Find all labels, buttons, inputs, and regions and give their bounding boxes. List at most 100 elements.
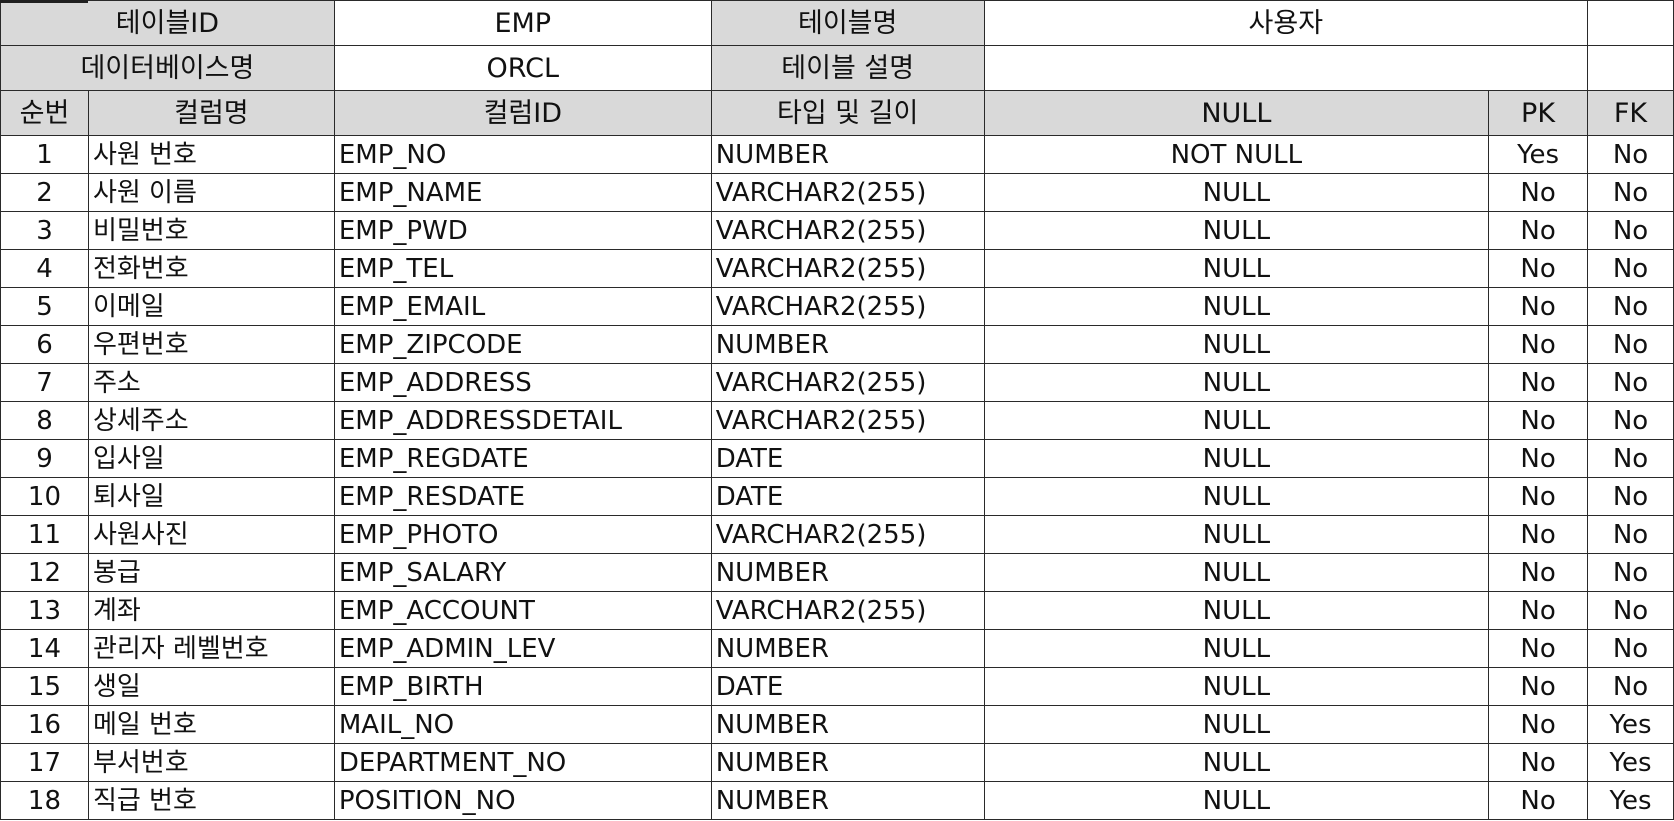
row-null[interactable]: NULL (983, 363, 1490, 402)
row-col-name[interactable]: 사원사진 (87, 515, 335, 554)
row-fk[interactable]: No (1587, 515, 1674, 554)
row-seq[interactable]: 10 (0, 477, 89, 516)
row-fk[interactable]: No (1587, 439, 1674, 478)
row-col-name[interactable]: 전화번호 (87, 249, 335, 288)
row-type-len[interactable]: VARCHAR2(255) (710, 363, 985, 402)
row-col-name[interactable]: 계좌 (87, 591, 335, 630)
row-col-id[interactable]: EMP_ACCOUNT (333, 591, 712, 630)
row-pk[interactable]: No (1488, 781, 1589, 820)
row-fk[interactable]: No (1587, 553, 1674, 592)
row-null[interactable]: NULL (983, 781, 1490, 820)
row-type-len[interactable]: VARCHAR2(255) (710, 249, 985, 288)
row-col-id[interactable]: EMP_BIRTH (333, 667, 712, 706)
row-col-name[interactable]: 상세주소 (87, 401, 335, 440)
row-seq[interactable]: 1 (0, 135, 89, 174)
row-seq[interactable]: 13 (0, 591, 89, 630)
row-null[interactable]: NOT NULL (983, 135, 1490, 174)
row-seq[interactable]: 9 (0, 439, 89, 478)
row-seq[interactable]: 5 (0, 287, 89, 326)
row-seq[interactable]: 15 (0, 667, 89, 706)
table-desc-value[interactable] (983, 45, 1589, 91)
row-col-name[interactable]: 비밀번호 (87, 211, 335, 250)
row-seq[interactable]: 2 (0, 173, 89, 212)
row-pk[interactable]: No (1488, 363, 1589, 402)
row-fk[interactable]: No (1587, 211, 1674, 250)
row-fk[interactable]: Yes (1587, 743, 1674, 782)
row-type-len[interactable]: VARCHAR2(255) (710, 591, 985, 630)
row-fk[interactable]: Yes (1587, 781, 1674, 820)
row-null[interactable]: NULL (983, 173, 1490, 212)
row-seq[interactable]: 17 (0, 743, 89, 782)
row-type-len[interactable]: VARCHAR2(255) (710, 211, 985, 250)
row-null[interactable]: NULL (983, 211, 1490, 250)
row-col-id[interactable]: MAIL_NO (333, 705, 712, 744)
row-null[interactable]: NULL (983, 439, 1490, 478)
row-fk[interactable]: No (1587, 591, 1674, 630)
empty-meta-cell[interactable] (1587, 45, 1674, 91)
row-fk[interactable]: No (1587, 135, 1674, 174)
row-pk[interactable]: No (1488, 477, 1589, 516)
row-seq[interactable]: 4 (0, 249, 89, 288)
row-col-id[interactable]: EMP_NO (333, 135, 712, 174)
row-col-name[interactable]: 메일 번호 (87, 705, 335, 744)
row-fk[interactable]: No (1587, 173, 1674, 212)
row-null[interactable]: NULL (983, 743, 1490, 782)
row-null[interactable]: NULL (983, 249, 1490, 288)
row-null[interactable]: NULL (983, 515, 1490, 554)
row-pk[interactable]: No (1488, 705, 1589, 744)
row-seq[interactable]: 6 (0, 325, 89, 364)
row-fk[interactable]: No (1587, 629, 1674, 668)
row-seq[interactable]: 16 (0, 705, 89, 744)
table-name-value[interactable]: 사용자 (983, 0, 1589, 46)
row-pk[interactable]: No (1488, 173, 1589, 212)
row-pk[interactable]: No (1488, 401, 1589, 440)
row-pk[interactable]: No (1488, 591, 1589, 630)
row-seq[interactable]: 14 (0, 629, 89, 668)
row-pk[interactable]: No (1488, 439, 1589, 478)
row-type-len[interactable]: DATE (710, 439, 985, 478)
empty-meta-cell[interactable] (1587, 0, 1674, 46)
row-col-name[interactable]: 사원 이름 (87, 173, 335, 212)
row-fk[interactable]: Yes (1587, 705, 1674, 744)
row-pk[interactable]: No (1488, 629, 1589, 668)
row-type-len[interactable]: VARCHAR2(255) (710, 173, 985, 212)
row-type-len[interactable]: NUMBER (710, 325, 985, 364)
row-fk[interactable]: No (1587, 249, 1674, 288)
db-name-value[interactable]: ORCL (333, 45, 712, 91)
row-null[interactable]: NULL (983, 629, 1490, 668)
row-fk[interactable]: No (1587, 363, 1674, 402)
row-pk[interactable]: No (1488, 287, 1589, 326)
row-type-len[interactable]: DATE (710, 667, 985, 706)
row-type-len[interactable]: VARCHAR2(255) (710, 515, 985, 554)
row-null[interactable]: NULL (983, 591, 1490, 630)
row-fk[interactable]: No (1587, 477, 1674, 516)
row-seq[interactable]: 18 (0, 781, 89, 820)
row-null[interactable]: NULL (983, 477, 1490, 516)
row-pk[interactable]: No (1488, 667, 1589, 706)
row-pk[interactable]: No (1488, 743, 1589, 782)
row-type-len[interactable]: NUMBER (710, 705, 985, 744)
table-id-value[interactable]: EMP (333, 0, 712, 46)
row-pk[interactable]: No (1488, 515, 1589, 554)
row-null[interactable]: NULL (983, 553, 1490, 592)
row-col-id[interactable]: EMP_RESDATE (333, 477, 712, 516)
row-col-name[interactable]: 사원 번호 (87, 135, 335, 174)
row-col-id[interactable]: EMP_SALARY (333, 553, 712, 592)
row-type-len[interactable]: NUMBER (710, 553, 985, 592)
row-pk[interactable]: Yes (1488, 135, 1589, 174)
row-fk[interactable]: No (1587, 325, 1674, 364)
row-pk[interactable]: No (1488, 553, 1589, 592)
row-seq[interactable]: 11 (0, 515, 89, 554)
row-col-id[interactable]: DEPARTMENT_NO (333, 743, 712, 782)
row-col-name[interactable]: 관리자 레벨번호 (87, 629, 335, 668)
row-col-name[interactable]: 봉급 (87, 553, 335, 592)
row-fk[interactable]: No (1587, 401, 1674, 440)
row-col-id[interactable]: EMP_ZIPCODE (333, 325, 712, 364)
row-type-len[interactable]: NUMBER (710, 135, 985, 174)
row-col-id[interactable]: EMP_ADMIN_LEV (333, 629, 712, 668)
row-seq[interactable]: 7 (0, 363, 89, 402)
row-null[interactable]: NULL (983, 401, 1490, 440)
row-col-id[interactable]: EMP_REGDATE (333, 439, 712, 478)
row-type-len[interactable]: NUMBER (710, 781, 985, 820)
row-null[interactable]: NULL (983, 287, 1490, 326)
